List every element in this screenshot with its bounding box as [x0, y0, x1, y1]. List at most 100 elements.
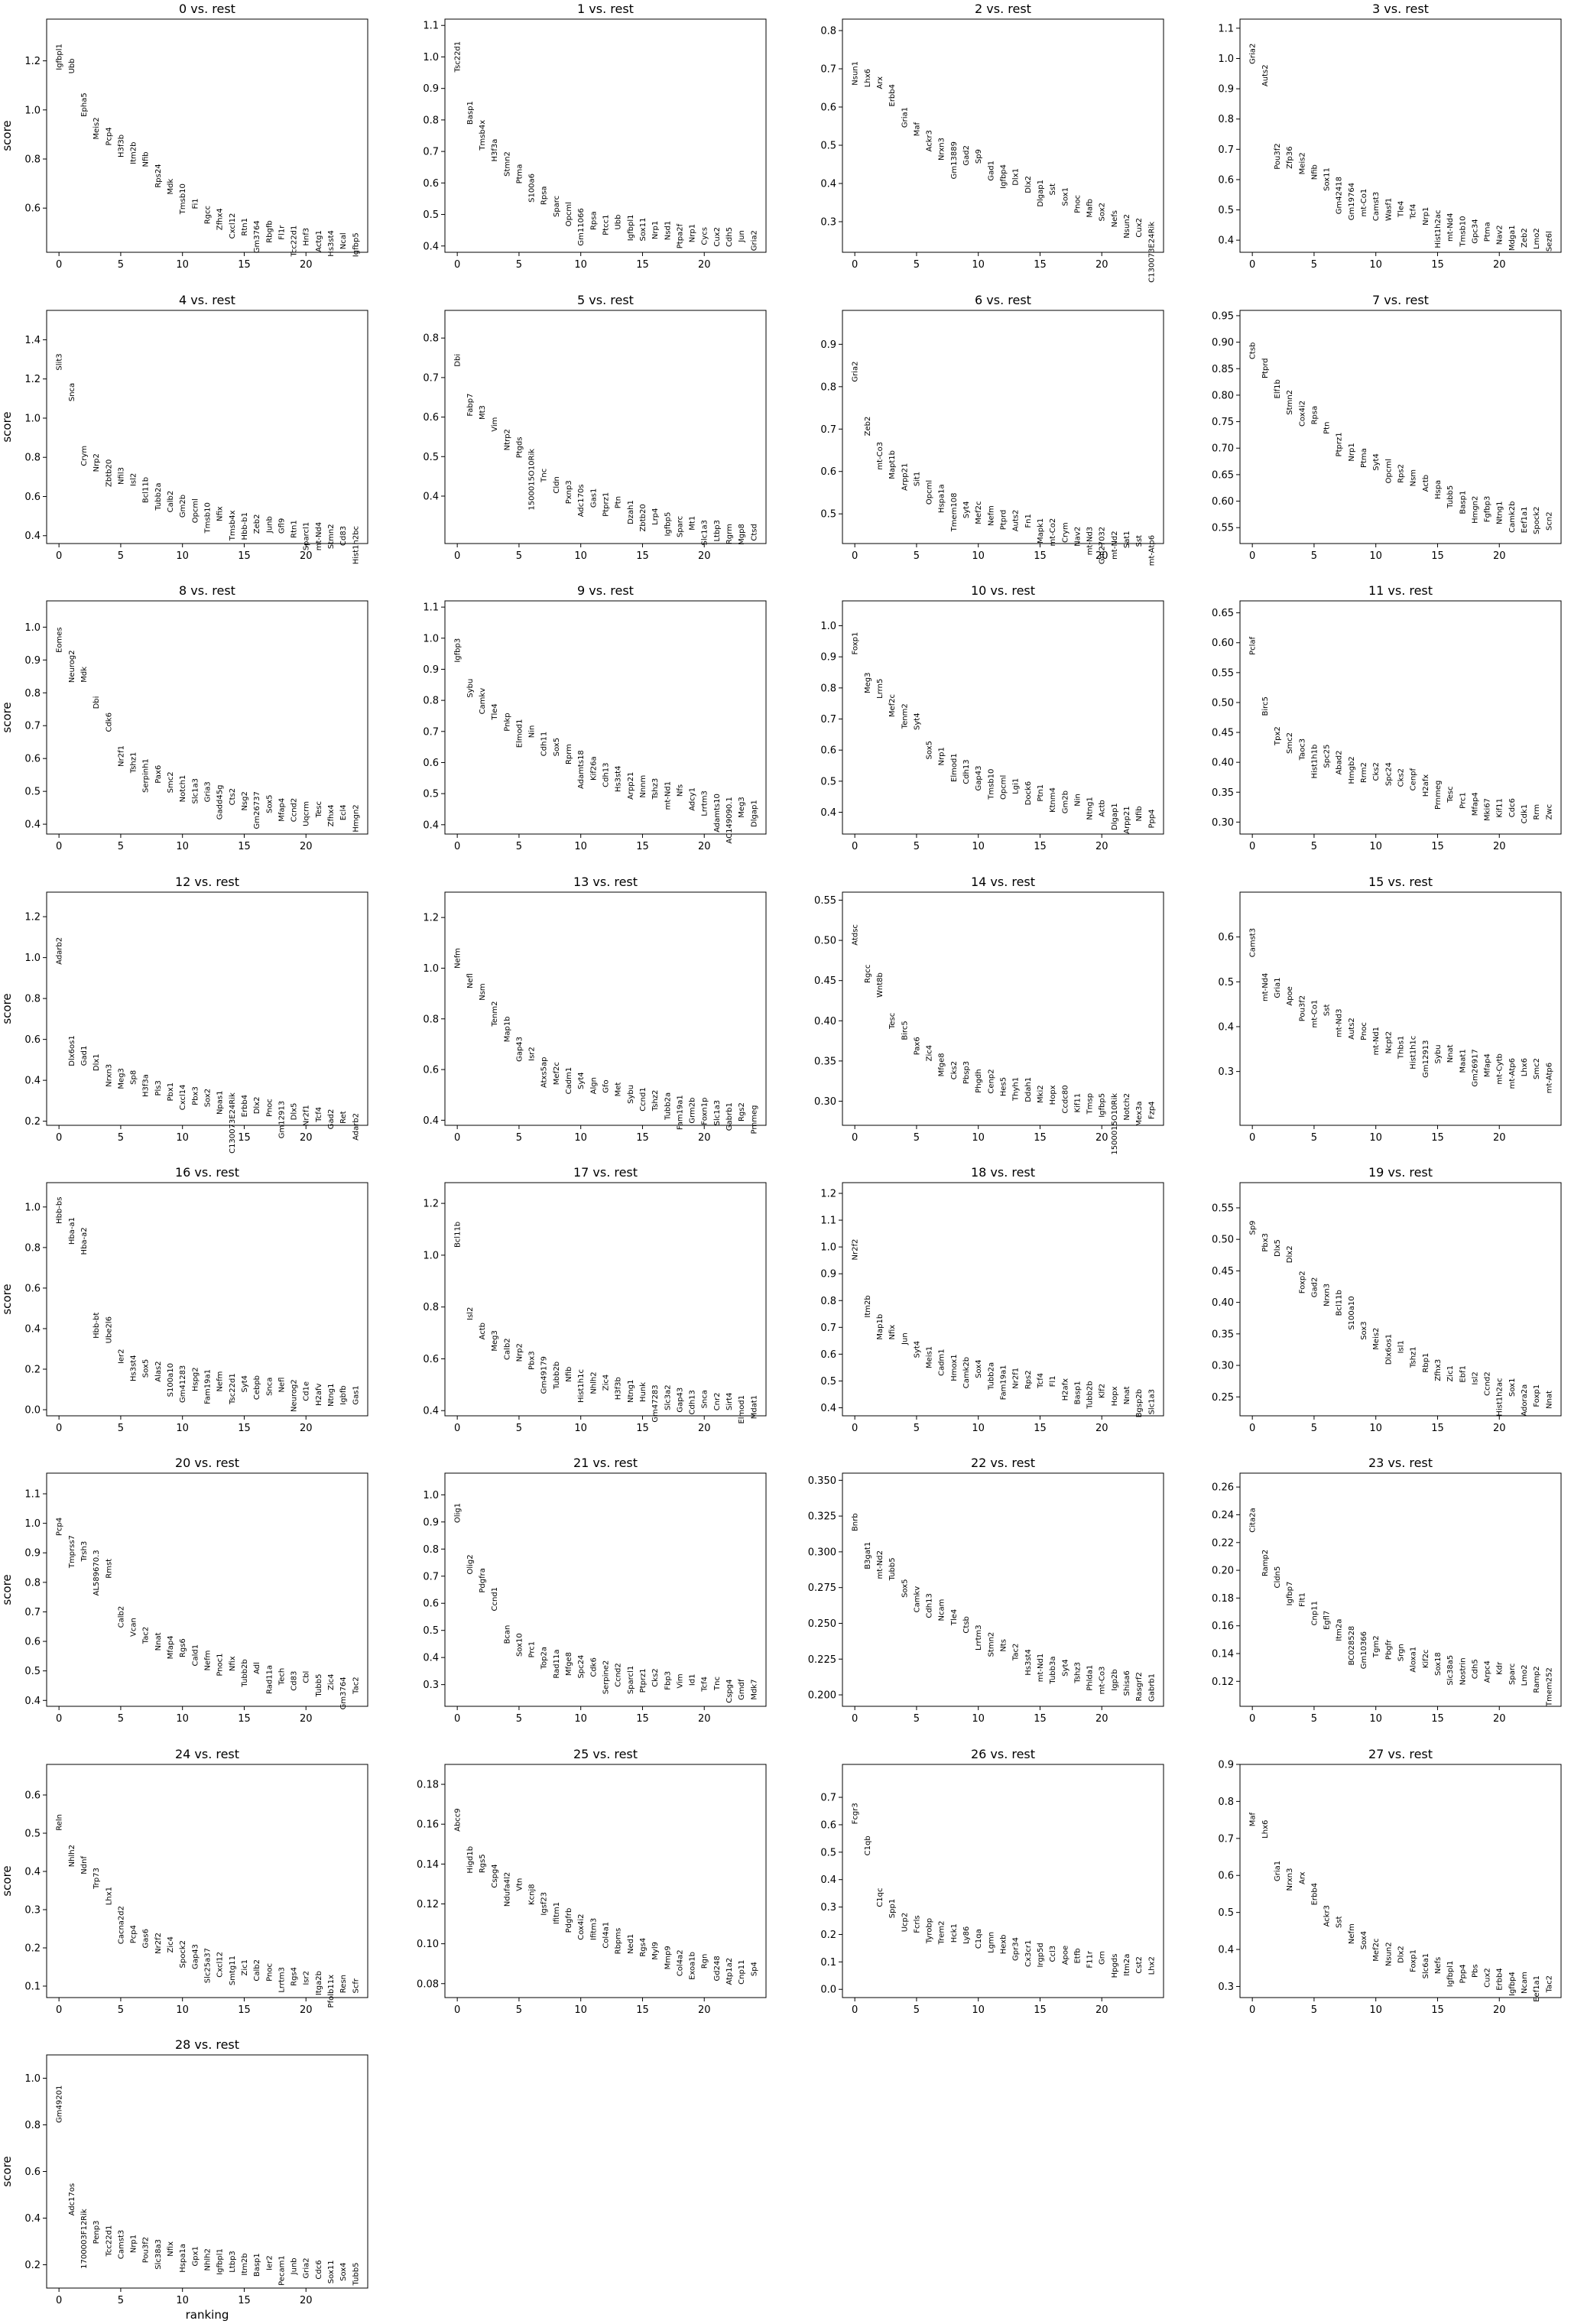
y-tick-label: 0.7 — [820, 714, 836, 725]
gene-label: Nfil3 — [117, 467, 125, 485]
panel-16: 16 vs. rest 0 5 10 15 20 0.0 0.2 0.4 0.6 0.8 1.0 sco… — [0, 1165, 368, 1434]
y-tick-label: 0.45 — [1212, 1266, 1234, 1277]
gene-label: Pls3 — [154, 1080, 163, 1095]
panel-title: 15 vs. rest — [1368, 875, 1433, 889]
gene-label: mt-Nd2 — [876, 1550, 884, 1579]
gene-label: Gap43 — [191, 1944, 200, 1969]
gene-label: Hspg2 — [191, 1367, 200, 1391]
gene-label: Rtn1 — [291, 520, 299, 538]
gene-label: Gpr34 — [1012, 1937, 1021, 1961]
gene-label: Rpsa — [1310, 406, 1319, 425]
gene-label: Dlgap1 — [1111, 803, 1119, 830]
gene-label: Calb2 — [503, 1338, 511, 1360]
gene-label: Tcc22d1 — [291, 226, 299, 258]
gene-label: Opcml — [1384, 459, 1393, 483]
gene-label: Trsh3 — [80, 1541, 89, 1563]
y-tick-label: 0.325 — [808, 1511, 836, 1523]
gene-label: Pbs — [1471, 1964, 1479, 1978]
y-tick-label: 0.4 — [820, 807, 836, 819]
y-tick-label: 1.0 — [24, 105, 41, 116]
gene-label: Cenpf — [1410, 768, 1418, 790]
gene-label: Itm2b — [130, 142, 138, 164]
plot-frame — [46, 1182, 368, 1417]
y-tick-label: 0.6 — [820, 1819, 836, 1831]
y-tick-label: 0.5 — [423, 789, 439, 800]
y-tick-label: 0.4 — [820, 179, 836, 190]
y-tick-label: 0.9 — [820, 652, 836, 664]
gene-label: Rps2 — [1397, 464, 1406, 483]
y-tick-label: 0.40 — [1212, 758, 1234, 769]
gene-label: Nrxn3 — [1323, 1284, 1332, 1306]
gene-label: Sox2 — [204, 1089, 213, 1107]
gene-label: Itga2b — [315, 1971, 323, 1995]
x-tick-label: 10 — [176, 1423, 189, 1434]
gene-label: mt-Nd3 — [1086, 527, 1095, 555]
gene-label: Gm13889 — [950, 141, 959, 179]
y-tick-label: 0.6 — [1218, 932, 1234, 943]
gene-label: Scn2 — [1545, 511, 1553, 531]
gene-label: Sp4 — [750, 1962, 758, 1976]
x-tick-label: 20 — [300, 259, 313, 271]
gene-label: Lhx2 — [1147, 1956, 1156, 1975]
gene-label: Tshz1 — [130, 752, 138, 774]
x-tick-label: 0 — [454, 1713, 460, 1725]
gene-label: Tac2 — [352, 1676, 360, 1694]
y-tick-label: 0.8 — [1218, 1797, 1234, 1808]
plot-frame — [842, 18, 1164, 253]
gene-label: Dbi — [93, 696, 101, 709]
gene-label: Vtn — [515, 1878, 524, 1891]
gene-label: Wasf1 — [1384, 198, 1393, 221]
gene-label: Igsf23 — [540, 1892, 549, 1916]
gene-label: Stmn2 — [1286, 390, 1294, 415]
gene-label: Lhx6 — [1261, 1820, 1270, 1839]
gene-label: Cks2 — [1397, 768, 1406, 787]
y-tick-label: 1.0 — [1218, 54, 1234, 65]
y-tick-label: 0.3 — [820, 217, 836, 229]
gene-label: Zfhx4 — [216, 208, 225, 230]
x-tick-label: 5 — [118, 259, 124, 271]
x-tick-label: 10 — [574, 259, 587, 271]
gene-label: Nsun1 — [852, 61, 860, 86]
panel-18: 18 vs. rest 0 5 10 15 20 0.4 0.5 0.6 0.7 0.8 0.9 1.0… — [820, 1165, 1164, 1434]
gene-label: Ebf1 — [1459, 1365, 1467, 1383]
x-tick-label: 0 — [56, 841, 62, 852]
gene-label: Tubb5 — [315, 1674, 323, 1698]
x-tick-label: 20 — [698, 259, 711, 271]
gene-label: Fi1 — [191, 198, 200, 209]
y-axis-label: score — [0, 1574, 14, 1605]
gene-label: Gad2 — [962, 145, 971, 166]
gene-label: Calb2 — [117, 1606, 125, 1628]
y-tick-label: 0.6 — [423, 758, 439, 769]
gene-label: Adcy1 — [689, 787, 697, 811]
gene-label: Taoc3 — [1298, 738, 1306, 761]
gene-label: Smc2 — [1286, 732, 1294, 754]
gene-label: Nnnm — [639, 775, 648, 798]
y-tick-label: 0.3 — [1218, 1066, 1234, 1078]
gene-label: Ubb — [615, 215, 623, 230]
gene-label: Tcf4 — [1037, 1373, 1045, 1389]
panel-19: 19 vs. rest 0 5 10 15 20 0.25 0.30 0.35 0.40 0.45 0… — [1212, 1165, 1562, 1434]
y-tick-label: 1.0 — [423, 1250, 439, 1261]
gene-label: Adarb2 — [352, 1113, 360, 1141]
y-tick-label: 0.65 — [1212, 608, 1234, 619]
panel-20: 20 vs. rest 0 5 10 15 20 0.4 0.5 0.6 0.7 0.8 0.9 1.0… — [0, 1456, 368, 1725]
gene-label: Auts2 — [1012, 510, 1021, 532]
gene-label: Opcml — [926, 480, 934, 505]
gene-label: Mef2c — [888, 694, 897, 717]
gene-label: Hist1h1c — [1410, 1036, 1418, 1069]
gene-label: Notch2 — [1123, 1093, 1131, 1121]
y-tick-label: 0.4 — [820, 1874, 836, 1886]
y-tick-label: 0.5 — [1218, 1907, 1234, 1919]
gene-label: Nefm — [204, 1650, 213, 1671]
gene-label: Tgm2 — [1372, 1635, 1381, 1658]
x-tick-label: 15 — [636, 1423, 649, 1434]
gene-label: Hes5 — [1000, 1077, 1008, 1096]
gene-label: C1qb — [864, 1836, 872, 1855]
gene-label: Gas1 — [589, 488, 598, 508]
gene-label: Nnat — [1446, 1044, 1455, 1063]
panel-27: 27 vs. rest 0 5 10 15 20 0.3 0.4 0.5 0.6 0.7 0.8 0.9… — [1218, 1747, 1562, 2016]
gene-label: Camk2b — [962, 1357, 971, 1388]
gene-label: Fcrls — [913, 1915, 921, 1933]
x-tick-label: 15 — [238, 1713, 251, 1725]
